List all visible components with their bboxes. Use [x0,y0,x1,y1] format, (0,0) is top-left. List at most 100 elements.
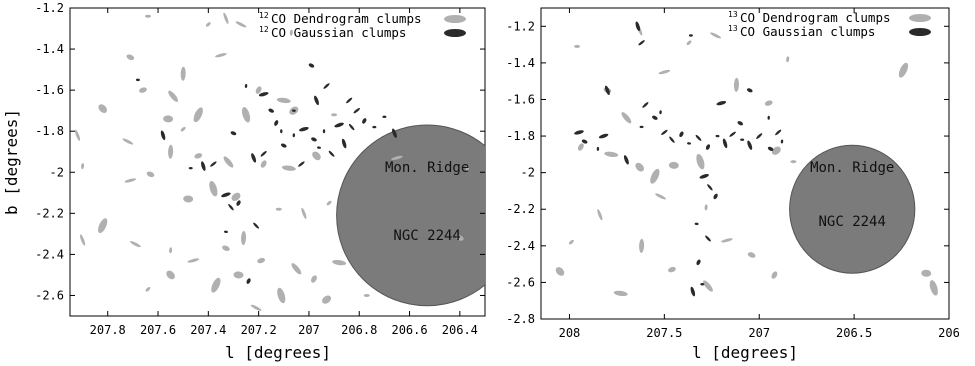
gaussian-clump-13co [722,138,728,149]
gaussian-clump-12co [228,204,234,211]
x-tick-label-13co: 207.5 [646,326,682,340]
dendrogram-clump-12co [233,271,244,279]
gaussian-clump-13co [623,155,629,165]
dendrogram-clump-12co [465,165,469,172]
gaussian-clump-12co [251,153,257,163]
gaussian-clump-12co [260,150,267,157]
gaussian-clump-12co [341,138,347,149]
axes-12co: 207.8 207.6 207.4 207.2 207 206.8 206.6 206.4 -2… [35,1,485,337]
legend-swatch-gauss-12co [444,29,466,37]
gaussian-clump-12co [323,83,330,89]
dendrogram-clump-12co [312,151,321,161]
dendrogram-clump-12co [301,207,307,219]
y-tick-label-13co: -2.4 [506,239,535,253]
gaussian-clump-13co [687,142,692,145]
dendrogram-clump-13co [668,161,679,169]
dendrogram-clump-12co [222,245,230,252]
dendrogram-clump-13co [650,168,660,184]
dendrogram-clump-13co [621,112,632,124]
y-tick-label-13co: -1.2 [506,19,535,33]
dendrogram-clump-13co [639,238,645,253]
dendrogram-clump-12co [180,66,186,81]
gaussian-clump-12co [223,230,228,234]
gaussian-clump-12co [188,166,193,170]
panel-13co: Mon. Ridge NGC 2244 208 207.5 207 206.5 206 -2… [506,7,960,362]
gaussian-clump-12co [258,92,269,97]
dendrogram-clump-12co [193,107,203,123]
marks-12co: Mon. Ridge NGC 2244 [74,12,485,311]
y-tick-label-12co: -1.8 [35,124,64,138]
dendrogram-clump-12co [169,247,173,254]
y-tick-label-12co: -1.2 [35,1,64,15]
dendrogram-clump-12co [241,107,251,123]
gaussian-clump-12co [353,108,360,114]
dendrogram-clump-13co [613,290,628,297]
dendrogram-clump-13co [655,193,666,200]
dendrogram-clump-13co [555,267,565,276]
gaussian-clump-12co [292,133,296,138]
gaussian-clump-13co [705,235,711,242]
gaussian-clump-13co [729,131,736,137]
gaussian-clump-13co [705,144,711,150]
dendrogram-clump-13co [704,204,708,211]
x-tick-label-13co: 206.5 [836,326,872,340]
region-label-12co: Mon. Ridge [385,160,469,176]
gaussian-clump-13co [756,133,763,139]
gaussian-clump-13co [746,88,753,93]
gaussian-clump-13co [695,134,702,141]
dendrogram-clump-12co [81,163,85,170]
y-tick-label-13co: -2.6 [506,275,535,289]
gaussian-clump-13co [596,146,600,151]
gaussian-clump-12co [221,192,231,198]
gaussian-clump-12co [311,137,317,142]
gaussian-clump-12co [160,130,166,141]
dendrogram-clump-12co [168,90,179,102]
dendrogram-clump-12co [122,138,134,145]
gaussian-clump-12co [328,150,335,157]
gaussian-clump-12co [201,161,206,171]
dendrogram-clump-12co [144,14,151,18]
dendrogram-clump-12co [126,54,135,61]
legend-swatch-gauss-13co [909,28,931,36]
dendrogram-clump-12co [146,171,155,178]
gaussian-clump-13co [635,21,641,32]
axes-13co: 208 207.5 207 206.5 206 -2.8 -2.6 -2.4 -2.2 -2 -1.… [506,8,960,340]
dendrogram-clump-13co [747,252,756,258]
dendrogram-clump-13co [790,160,797,164]
dendrogram-clump-13co [786,56,790,63]
gaussian-clump-13co [716,100,727,106]
gaussian-clump-13co [638,40,645,46]
dendrogram-clump-12co [291,263,302,275]
gaussian-clump-13co [690,286,696,297]
dendrogram-clump-12co [391,155,403,161]
dendrogram-clump-13co [703,280,713,292]
gaussian-clump-12co [135,78,140,82]
gaussian-clump-13co [707,184,713,191]
dendrogram-clump-12co [250,304,262,311]
x-tick-label-12co: 207.8 [90,323,126,337]
dendrogram-clump-12co [281,165,296,171]
legend-iso-gauss-13co: 13 [728,24,738,33]
dendrogram-clump-13co [764,100,773,106]
gaussian-clump-13co [688,34,693,37]
gaussian-clump-13co [581,139,588,144]
dendrogram-clump-12co [145,287,151,292]
x-axis-label-12co: l [degrees] [225,343,331,362]
gaussian-clump-13co [700,283,705,286]
dendrogram-clump-13co [568,239,574,245]
gaussian-clump-13co [740,138,745,141]
dendrogram-clump-12co [168,144,174,159]
dendrogram-clump-12co [180,126,186,132]
gaussian-clump-12co [372,125,377,129]
legend-label-dendro-12co: CO Dendrogram clumps [271,11,422,26]
legend-iso-gauss-12co: 12 [259,25,269,34]
legend-iso-dendro-13co: 13 [728,10,738,19]
dendrogram-clump-13co [710,32,721,39]
gaussian-clump-12co [382,115,387,119]
dendrogram-clump-13co [929,280,938,296]
gaussian-clump-12co [391,128,397,138]
dendrogram-clump-12co [166,270,175,280]
gaussian-clump-12co [253,222,260,229]
dendrogram-clump-12co [163,115,174,123]
gaussian-clump-12co [274,120,279,126]
